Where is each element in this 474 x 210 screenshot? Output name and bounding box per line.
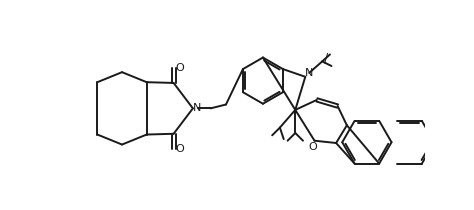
Text: /: / [324, 52, 328, 65]
Text: N: N [305, 68, 313, 78]
Text: O: O [175, 63, 184, 72]
Text: O: O [175, 144, 184, 154]
Text: N: N [192, 103, 201, 113]
Text: O: O [309, 142, 318, 152]
